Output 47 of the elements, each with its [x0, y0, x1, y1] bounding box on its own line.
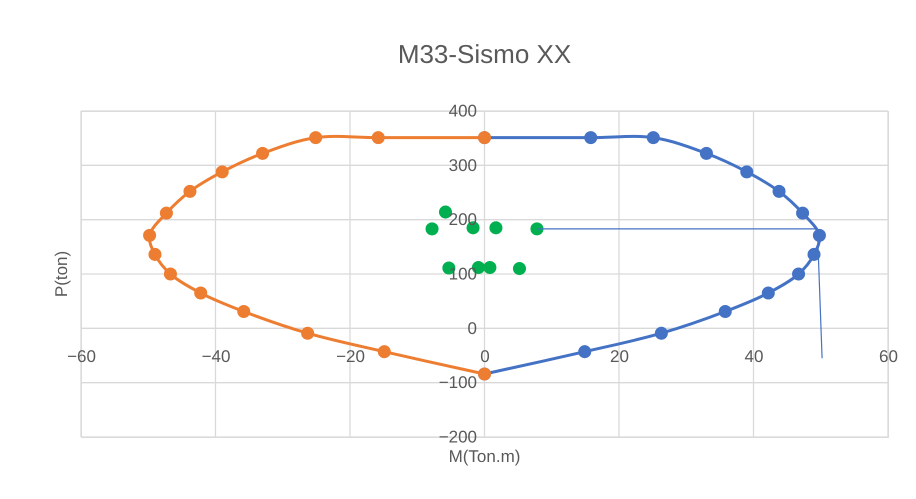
point [426, 222, 439, 236]
point [194, 286, 208, 300]
x-tick-label: −20 [336, 346, 365, 366]
point [183, 184, 196, 198]
point [143, 228, 156, 242]
point [160, 206, 173, 220]
y-tick-label: 300 [448, 156, 477, 175]
point [489, 221, 502, 234]
point [792, 267, 806, 281]
point [740, 165, 754, 178]
point [512, 262, 526, 276]
point [808, 248, 821, 261]
point [483, 260, 496, 274]
point [578, 345, 592, 358]
point [378, 345, 391, 358]
x-tick-label: 0 [480, 346, 490, 366]
x-tick-label: −40 [202, 346, 230, 366]
y-tick-label: −200 [438, 428, 477, 446]
point [309, 131, 322, 144]
point [216, 165, 229, 178]
x-axis-title: M(Ton.m) [448, 447, 520, 466]
point [237, 304, 250, 318]
y-tick-label: 0 [468, 318, 477, 338]
point [256, 146, 270, 160]
y-tick-label: 100 [448, 264, 477, 284]
point [646, 131, 660, 144]
y-axis-title: P(ton) [52, 250, 71, 298]
x-tick-label: −60 [67, 346, 96, 366]
y-tick-label: 400 [448, 102, 477, 120]
point [530, 222, 544, 236]
point [654, 326, 668, 340]
point [700, 146, 713, 160]
point [718, 304, 732, 318]
point [796, 206, 810, 220]
x-tick-label: 20 [610, 346, 629, 366]
y-tick-label: 200 [448, 210, 477, 230]
point [148, 248, 162, 261]
point [584, 131, 598, 144]
point [772, 184, 786, 198]
y-tick-label: −100 [438, 373, 477, 392]
x-tick-label: 60 [879, 346, 898, 366]
point [301, 326, 314, 340]
point [164, 267, 177, 281]
x-tick-label: 40 [744, 346, 764, 366]
chart-title: M33-Sismo XX [398, 39, 572, 69]
point [762, 286, 775, 300]
point [372, 131, 385, 144]
